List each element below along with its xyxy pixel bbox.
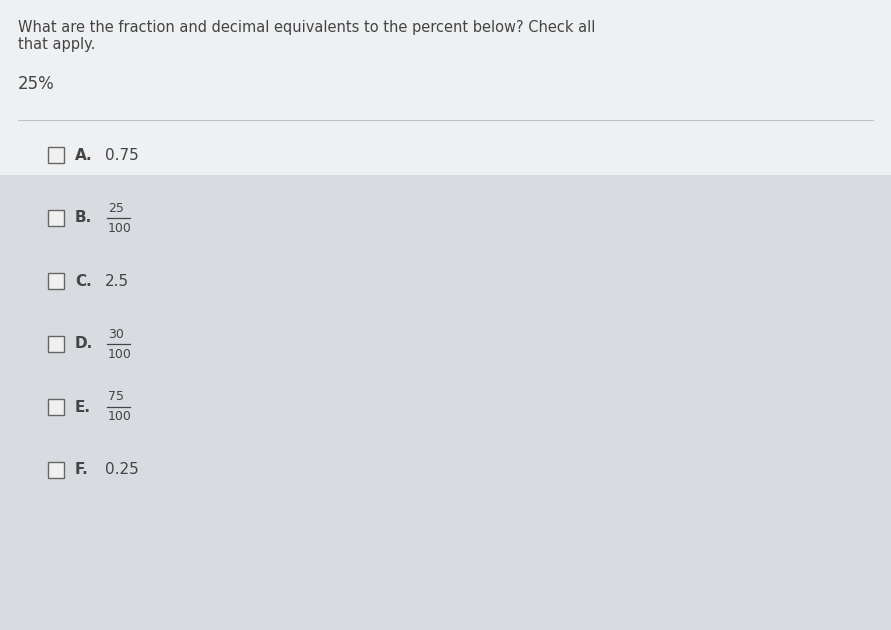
Text: 25: 25 bbox=[108, 202, 124, 214]
Bar bbox=[48, 462, 64, 478]
Bar bbox=[0, 175, 891, 630]
Text: B.: B. bbox=[75, 210, 93, 226]
Bar bbox=[48, 336, 64, 352]
Text: A.: A. bbox=[75, 147, 93, 163]
Text: 30: 30 bbox=[108, 328, 124, 340]
Text: What are the fraction and decimal equivalents to the percent below? Check all
th: What are the fraction and decimal equiva… bbox=[18, 20, 595, 52]
Bar bbox=[0, 0, 891, 175]
Text: E.: E. bbox=[75, 399, 91, 415]
Text: 100: 100 bbox=[108, 348, 132, 360]
Bar bbox=[48, 273, 64, 289]
Text: 100: 100 bbox=[108, 222, 132, 234]
Text: 25%: 25% bbox=[18, 75, 54, 93]
Bar bbox=[48, 147, 64, 163]
Text: 0.75: 0.75 bbox=[105, 147, 139, 163]
Bar bbox=[48, 210, 64, 226]
Text: 2.5: 2.5 bbox=[105, 273, 129, 289]
Text: F.: F. bbox=[75, 462, 89, 478]
Bar bbox=[48, 399, 64, 415]
Text: C.: C. bbox=[75, 273, 92, 289]
Text: 0.25: 0.25 bbox=[105, 462, 139, 478]
Text: D.: D. bbox=[75, 336, 94, 352]
Text: 75: 75 bbox=[108, 391, 124, 403]
Text: 100: 100 bbox=[108, 411, 132, 423]
